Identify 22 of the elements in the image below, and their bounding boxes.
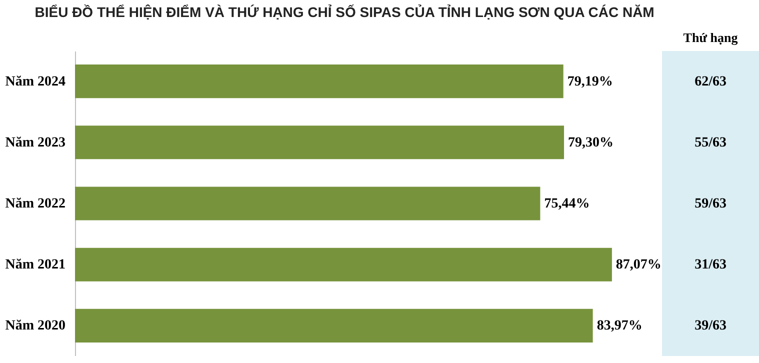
data-label: 87,07%	[616, 258, 662, 273]
y-tick-label: Năm 2023	[5, 135, 66, 150]
bar	[75, 126, 564, 160]
data-label: 83,97%	[596, 318, 642, 334]
data-label: 75,44%	[544, 196, 590, 212]
y-tick-label: Năm 2020	[5, 318, 66, 334]
chart-title: BIỂU ĐỒ THỂ HIỆN ĐIỂM VÀ THỨ HẠNG CHỈ SỐ SIPAS CỦA TỈNH LẠNG SƠN QUA CÁC NĂM	[34, 4, 654, 20]
bar	[75, 308, 593, 343]
bar	[75, 64, 564, 98]
text: Thứ hạng	[683, 30, 738, 45]
text: 59/63	[694, 196, 726, 212]
y-tick-label: Năm 2021	[5, 258, 66, 273]
text: 62/63	[694, 74, 726, 90]
data-label: 79,19%	[567, 74, 613, 90]
data-label: 79,30%	[568, 135, 614, 150]
text: 55/63	[694, 136, 726, 150]
bar	[75, 248, 612, 282]
y-tick-label: Năm 2022	[5, 196, 66, 212]
y-tick-label: Năm 2024	[5, 74, 66, 90]
text: 31/63	[694, 258, 726, 272]
text: 39/63	[694, 318, 726, 334]
bar	[75, 186, 540, 220]
